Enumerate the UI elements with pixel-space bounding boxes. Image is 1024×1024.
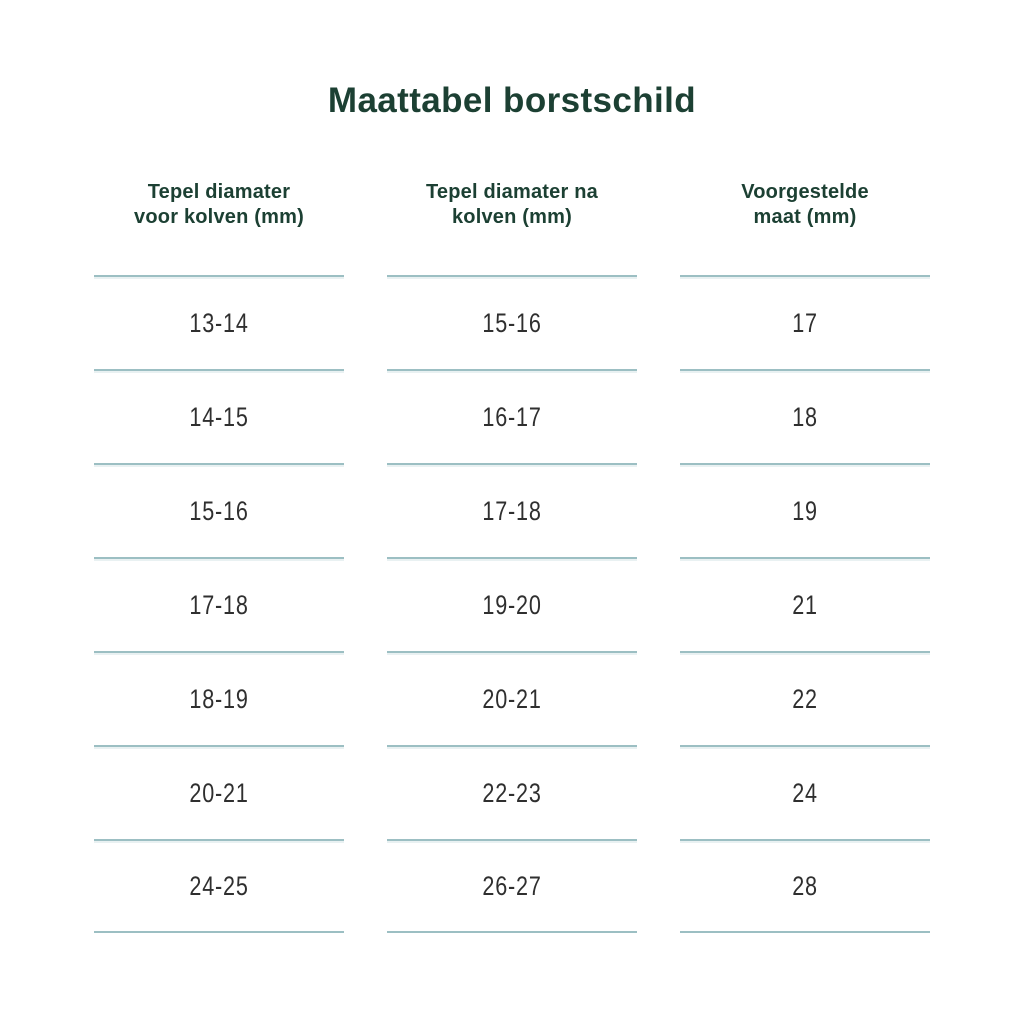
size-table: Tepel diamater voor kolven (mm) Tepel di… — [94, 180, 930, 933]
column-header-line: maat (mm) — [753, 206, 857, 228]
cell-value: 21 — [792, 589, 818, 620]
table-cell: 18 — [680, 369, 930, 463]
cell-value: 24-25 — [189, 870, 249, 901]
column-header-line: kolven (mm) — [451, 206, 572, 228]
cell-value: 16-17 — [482, 401, 542, 432]
table-cell: 13-14 — [94, 275, 344, 369]
column-header-diameter-after: Tepel diamater na kolven (mm) — [387, 180, 637, 275]
table-cell: 15-16 — [94, 463, 344, 557]
cell-value: 22-23 — [482, 777, 542, 808]
table-cell: 21 — [680, 557, 930, 651]
column-header-line: Tepel diamater na — [426, 181, 598, 203]
table-cell: 17-18 — [387, 463, 637, 557]
table-cell: 20-21 — [387, 651, 637, 745]
cell-value: 17-18 — [482, 495, 542, 526]
cell-value: 15-16 — [482, 307, 542, 338]
table-cell: 28 — [680, 839, 930, 933]
column-header-diameter-before: Tepel diamater voor kolven (mm) — [94, 180, 344, 275]
table-cell: 24-25 — [94, 839, 344, 933]
table-cell: 15-16 — [387, 275, 637, 369]
cell-value: 28 — [792, 870, 818, 901]
cell-value: 18 — [792, 401, 818, 432]
column-header-line: Voorgestelde — [741, 181, 869, 203]
table-cell: 22-23 — [387, 745, 637, 839]
table-cell: 16-17 — [387, 369, 637, 463]
cell-value: 15-16 — [189, 495, 249, 526]
cell-value: 19 — [792, 495, 818, 526]
cell-value: 19-20 — [482, 589, 542, 620]
cell-value: 17 — [792, 307, 818, 338]
table-cell: 20-21 — [94, 745, 344, 839]
table-cell: 14-15 — [94, 369, 344, 463]
cell-value: 22 — [792, 683, 818, 714]
cell-value: 18-19 — [189, 683, 249, 714]
column-header-line: Tepel diamater — [147, 181, 291, 203]
cell-value: 17-18 — [189, 589, 249, 620]
table-cell: 18-19 — [94, 651, 344, 745]
page-title: Maattabel borstschild — [327, 81, 697, 120]
table-cell: 22 — [680, 651, 930, 745]
cell-value: 20-21 — [189, 777, 249, 808]
table-cell: 19-20 — [387, 557, 637, 651]
table-cell: 24 — [680, 745, 930, 839]
cell-value: 24 — [792, 777, 818, 808]
cell-value: 14-15 — [189, 401, 249, 432]
cell-value: 20-21 — [482, 683, 542, 714]
table-cell: 19 — [680, 463, 930, 557]
cell-value: 26-27 — [482, 870, 542, 901]
table-cell: 17 — [680, 275, 930, 369]
table-cell: 26-27 — [387, 839, 637, 933]
cell-value: 13-14 — [189, 307, 249, 338]
table-cell: 17-18 — [94, 557, 344, 651]
column-header-line: voor kolven (mm) — [134, 206, 304, 228]
column-header-suggested-size: Voorgestelde maat (mm) — [680, 180, 930, 275]
